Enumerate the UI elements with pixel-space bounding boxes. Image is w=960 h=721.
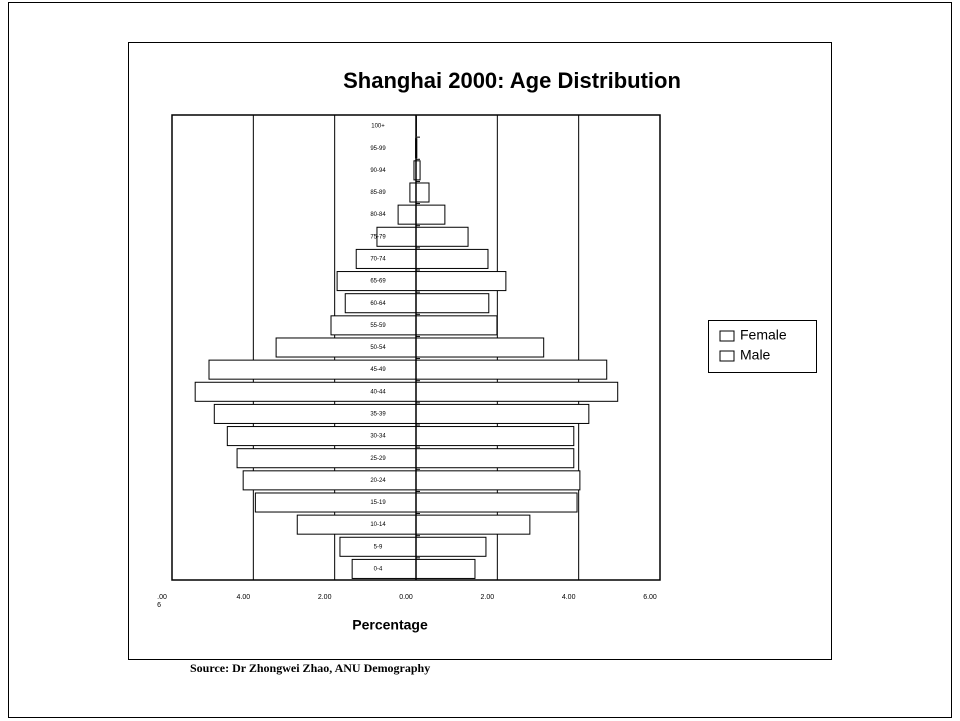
x-tick-label: 2.00 bbox=[317, 594, 332, 601]
y-tick-label: 25-29 bbox=[370, 456, 386, 462]
bar bbox=[415, 248, 489, 269]
y-tick-label: 35-39 bbox=[370, 412, 386, 418]
y-tick-label: 80-84 bbox=[370, 212, 386, 218]
y-tick-label: 65-69 bbox=[370, 279, 386, 285]
bar bbox=[415, 226, 469, 247]
bar bbox=[254, 492, 417, 513]
legend-label: Female bbox=[740, 327, 787, 343]
bar bbox=[213, 403, 417, 424]
x-tick-label: 0.00 bbox=[399, 594, 413, 601]
y-tick-label: 90-94 bbox=[370, 168, 386, 174]
y-tick-label: 15-19 bbox=[370, 500, 386, 506]
y-tick-label: 0-4 bbox=[374, 567, 383, 573]
bar bbox=[415, 359, 608, 380]
bar bbox=[355, 248, 417, 269]
y-tick-label: 55-59 bbox=[370, 323, 386, 329]
y-tick-label: 50-54 bbox=[370, 345, 386, 351]
bar bbox=[415, 470, 581, 491]
legend-swatch bbox=[719, 350, 735, 362]
bar bbox=[415, 381, 619, 402]
x-tick-label: 6.00 bbox=[643, 594, 657, 601]
legend-swatch bbox=[719, 330, 735, 342]
x-tick-label: .00 6 bbox=[157, 594, 167, 609]
y-tick-label: 100+ bbox=[371, 124, 385, 130]
y-tick-label: 70-74 bbox=[370, 257, 386, 263]
y-tick-label: 10-14 bbox=[370, 522, 386, 528]
bar bbox=[415, 204, 446, 225]
bar bbox=[397, 204, 417, 225]
bar bbox=[242, 470, 417, 491]
x-tick-label: 4.00 bbox=[561, 594, 576, 601]
bar bbox=[275, 337, 417, 358]
chart-frame bbox=[128, 42, 832, 660]
x-tick-label: 2.00 bbox=[480, 594, 495, 601]
y-tick-label: 20-24 bbox=[370, 478, 386, 484]
bar bbox=[415, 536, 487, 557]
y-tick-label: 95-99 bbox=[370, 146, 386, 152]
y-tick-label: 30-34 bbox=[370, 434, 386, 440]
y-tick-label: 45-49 bbox=[370, 367, 386, 373]
bar bbox=[415, 271, 507, 292]
bar bbox=[296, 514, 417, 535]
bar bbox=[415, 514, 531, 535]
bar bbox=[409, 182, 417, 203]
bar bbox=[415, 315, 498, 336]
bar bbox=[226, 426, 417, 447]
bar bbox=[415, 293, 490, 314]
bar bbox=[415, 492, 578, 513]
bar bbox=[415, 403, 590, 424]
legend-label: Male bbox=[740, 347, 771, 363]
bar bbox=[236, 448, 417, 469]
bar bbox=[415, 558, 476, 579]
bar bbox=[415, 448, 575, 469]
y-tick-label: 85-89 bbox=[370, 190, 386, 196]
y-tick-label: 60-64 bbox=[370, 301, 386, 307]
bar bbox=[415, 337, 545, 358]
bar bbox=[415, 426, 575, 447]
y-tick-label: 75-79 bbox=[370, 234, 386, 240]
bar bbox=[351, 558, 417, 579]
legend-box bbox=[708, 320, 817, 373]
x-tick-label: 4.00 bbox=[236, 594, 251, 601]
y-tick-label: 40-44 bbox=[370, 389, 386, 395]
chart-title: Shanghai 2000: Age Distribution bbox=[343, 68, 681, 93]
y-tick-label: 5-9 bbox=[374, 544, 383, 550]
bar bbox=[415, 182, 430, 203]
source-note: Source: Dr Zhongwei Zhao, ANU Demography bbox=[190, 661, 430, 675]
x-axis-label: Percentage bbox=[352, 617, 428, 633]
slide-frame bbox=[8, 2, 952, 718]
